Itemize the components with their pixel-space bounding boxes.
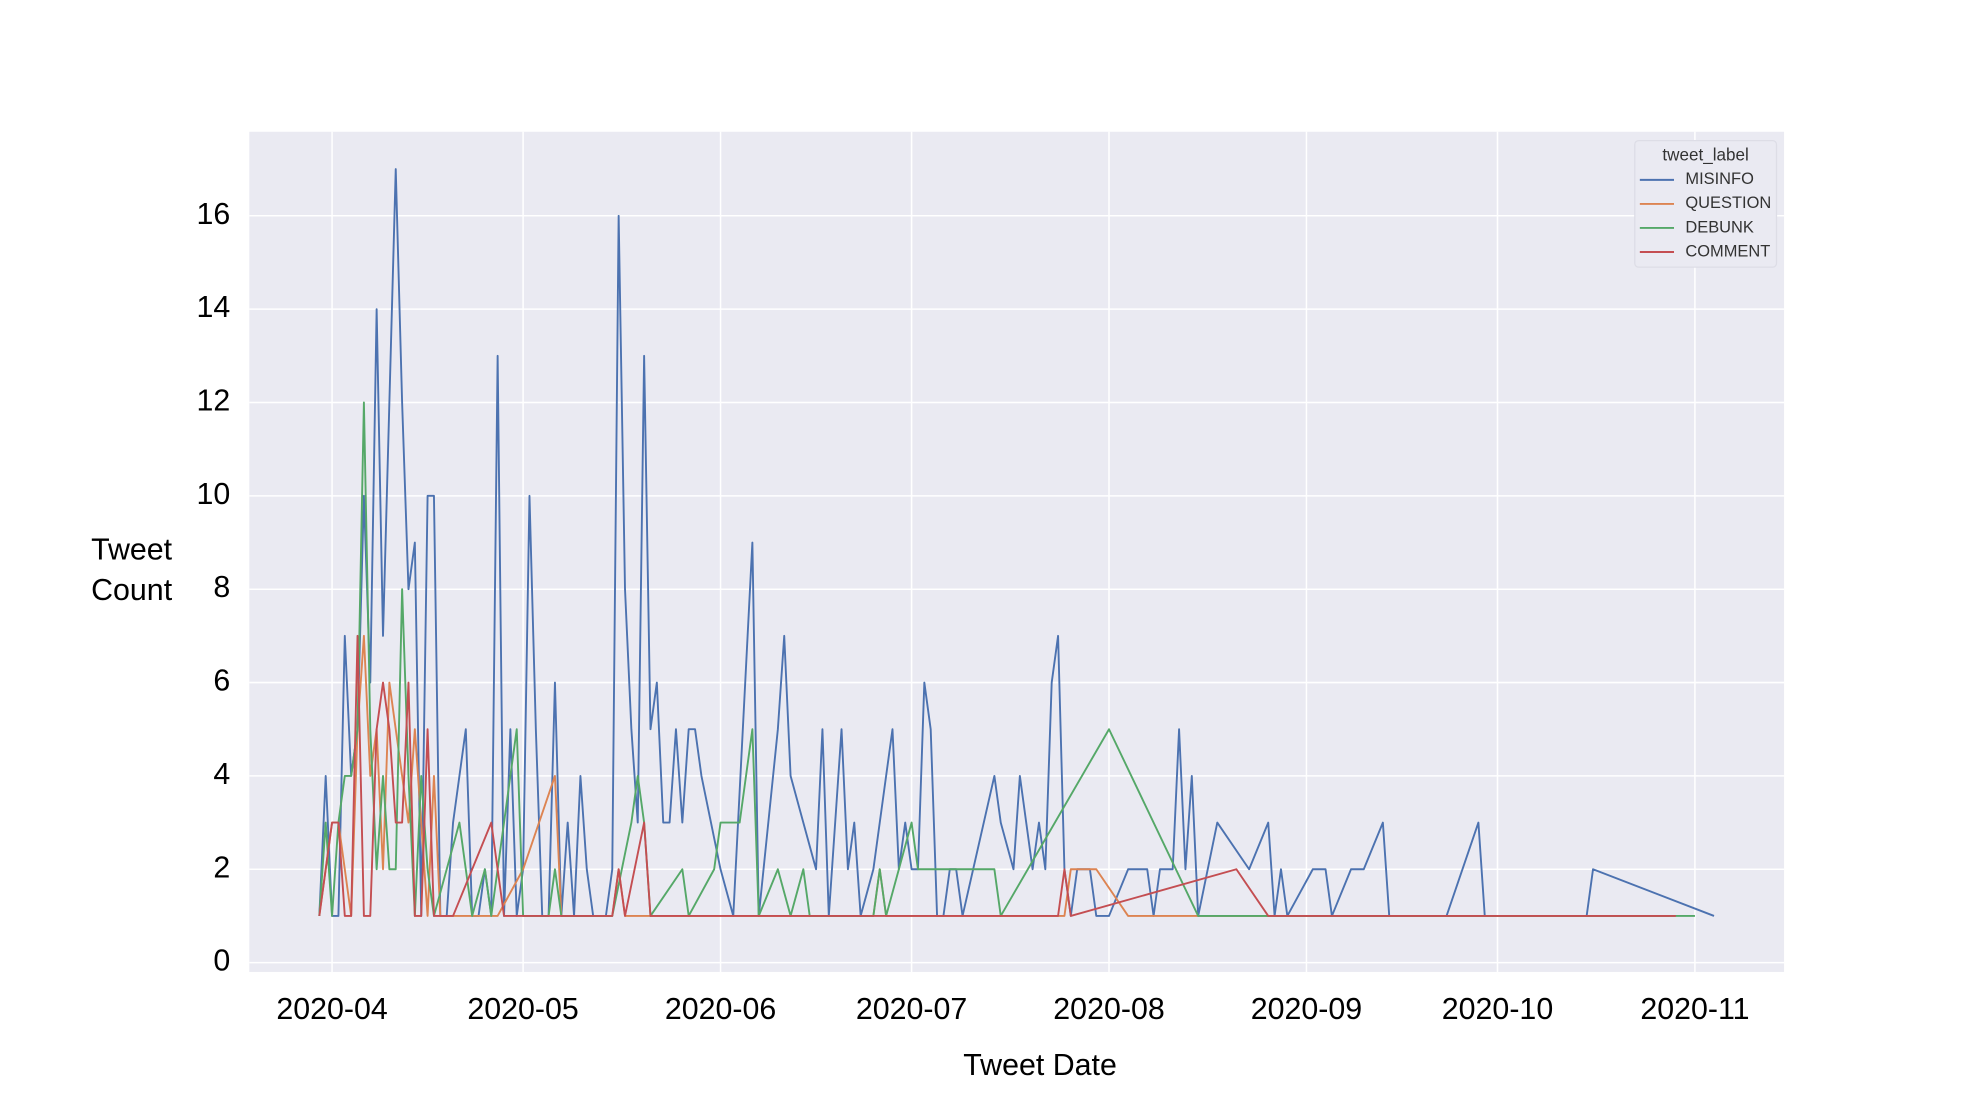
- y-axis-title: Tweet Count: [91, 532, 173, 608]
- y-tick-label: 8: [213, 571, 230, 604]
- y-tick-label: 10: [197, 478, 231, 511]
- legend-label: DEBUNK: [1685, 218, 1754, 236]
- series-line: [318, 634, 1676, 917]
- y-axis-title-box: Tweet Count: [91, 532, 173, 608]
- y-tick-label: 2: [213, 851, 230, 884]
- legend-label: QUESTION: [1685, 194, 1771, 212]
- grid: [249, 131, 1785, 972]
- y-tick-label: 14: [197, 291, 231, 324]
- legend-title: tweet_label: [1662, 145, 1748, 164]
- x-tick-label: 2020-09: [1251, 993, 1362, 1026]
- x-axis-title: Tweet Date: [963, 1049, 1117, 1082]
- plot-area: [249, 131, 1785, 972]
- y-tick-label: 4: [213, 758, 230, 791]
- y-tick-label: 0: [213, 945, 230, 978]
- lines: [318, 168, 1715, 917]
- legend-box: [1634, 140, 1778, 268]
- x-tick-label: 2020-11: [1640, 993, 1749, 1026]
- x-tick-label: 2020-05: [467, 993, 578, 1026]
- x-tick-label: 2020-06: [665, 993, 776, 1026]
- legend-label: MISINFO: [1685, 170, 1754, 188]
- x-tick-label: 2020-08: [1053, 993, 1164, 1026]
- y-tick-label: 16: [197, 198, 231, 231]
- legend-label: COMMENT: [1685, 242, 1770, 260]
- legend: tweet_label MISINFO QUESTION DEBUNK COMMENT: [1634, 140, 1778, 268]
- x-tick-label: 2020-10: [1442, 993, 1553, 1026]
- series-line: [318, 168, 1715, 917]
- x-tick-label: 2020-04: [276, 993, 387, 1026]
- ticks: 0 2 4 6 8 10 12 14 16 2020-04 2020-05 2020-06 2020-0…: [197, 198, 1750, 1026]
- y-tick-label: 6: [213, 665, 230, 698]
- y-tick-label: 12: [197, 385, 231, 418]
- x-tick-label: 2020-07: [856, 993, 967, 1026]
